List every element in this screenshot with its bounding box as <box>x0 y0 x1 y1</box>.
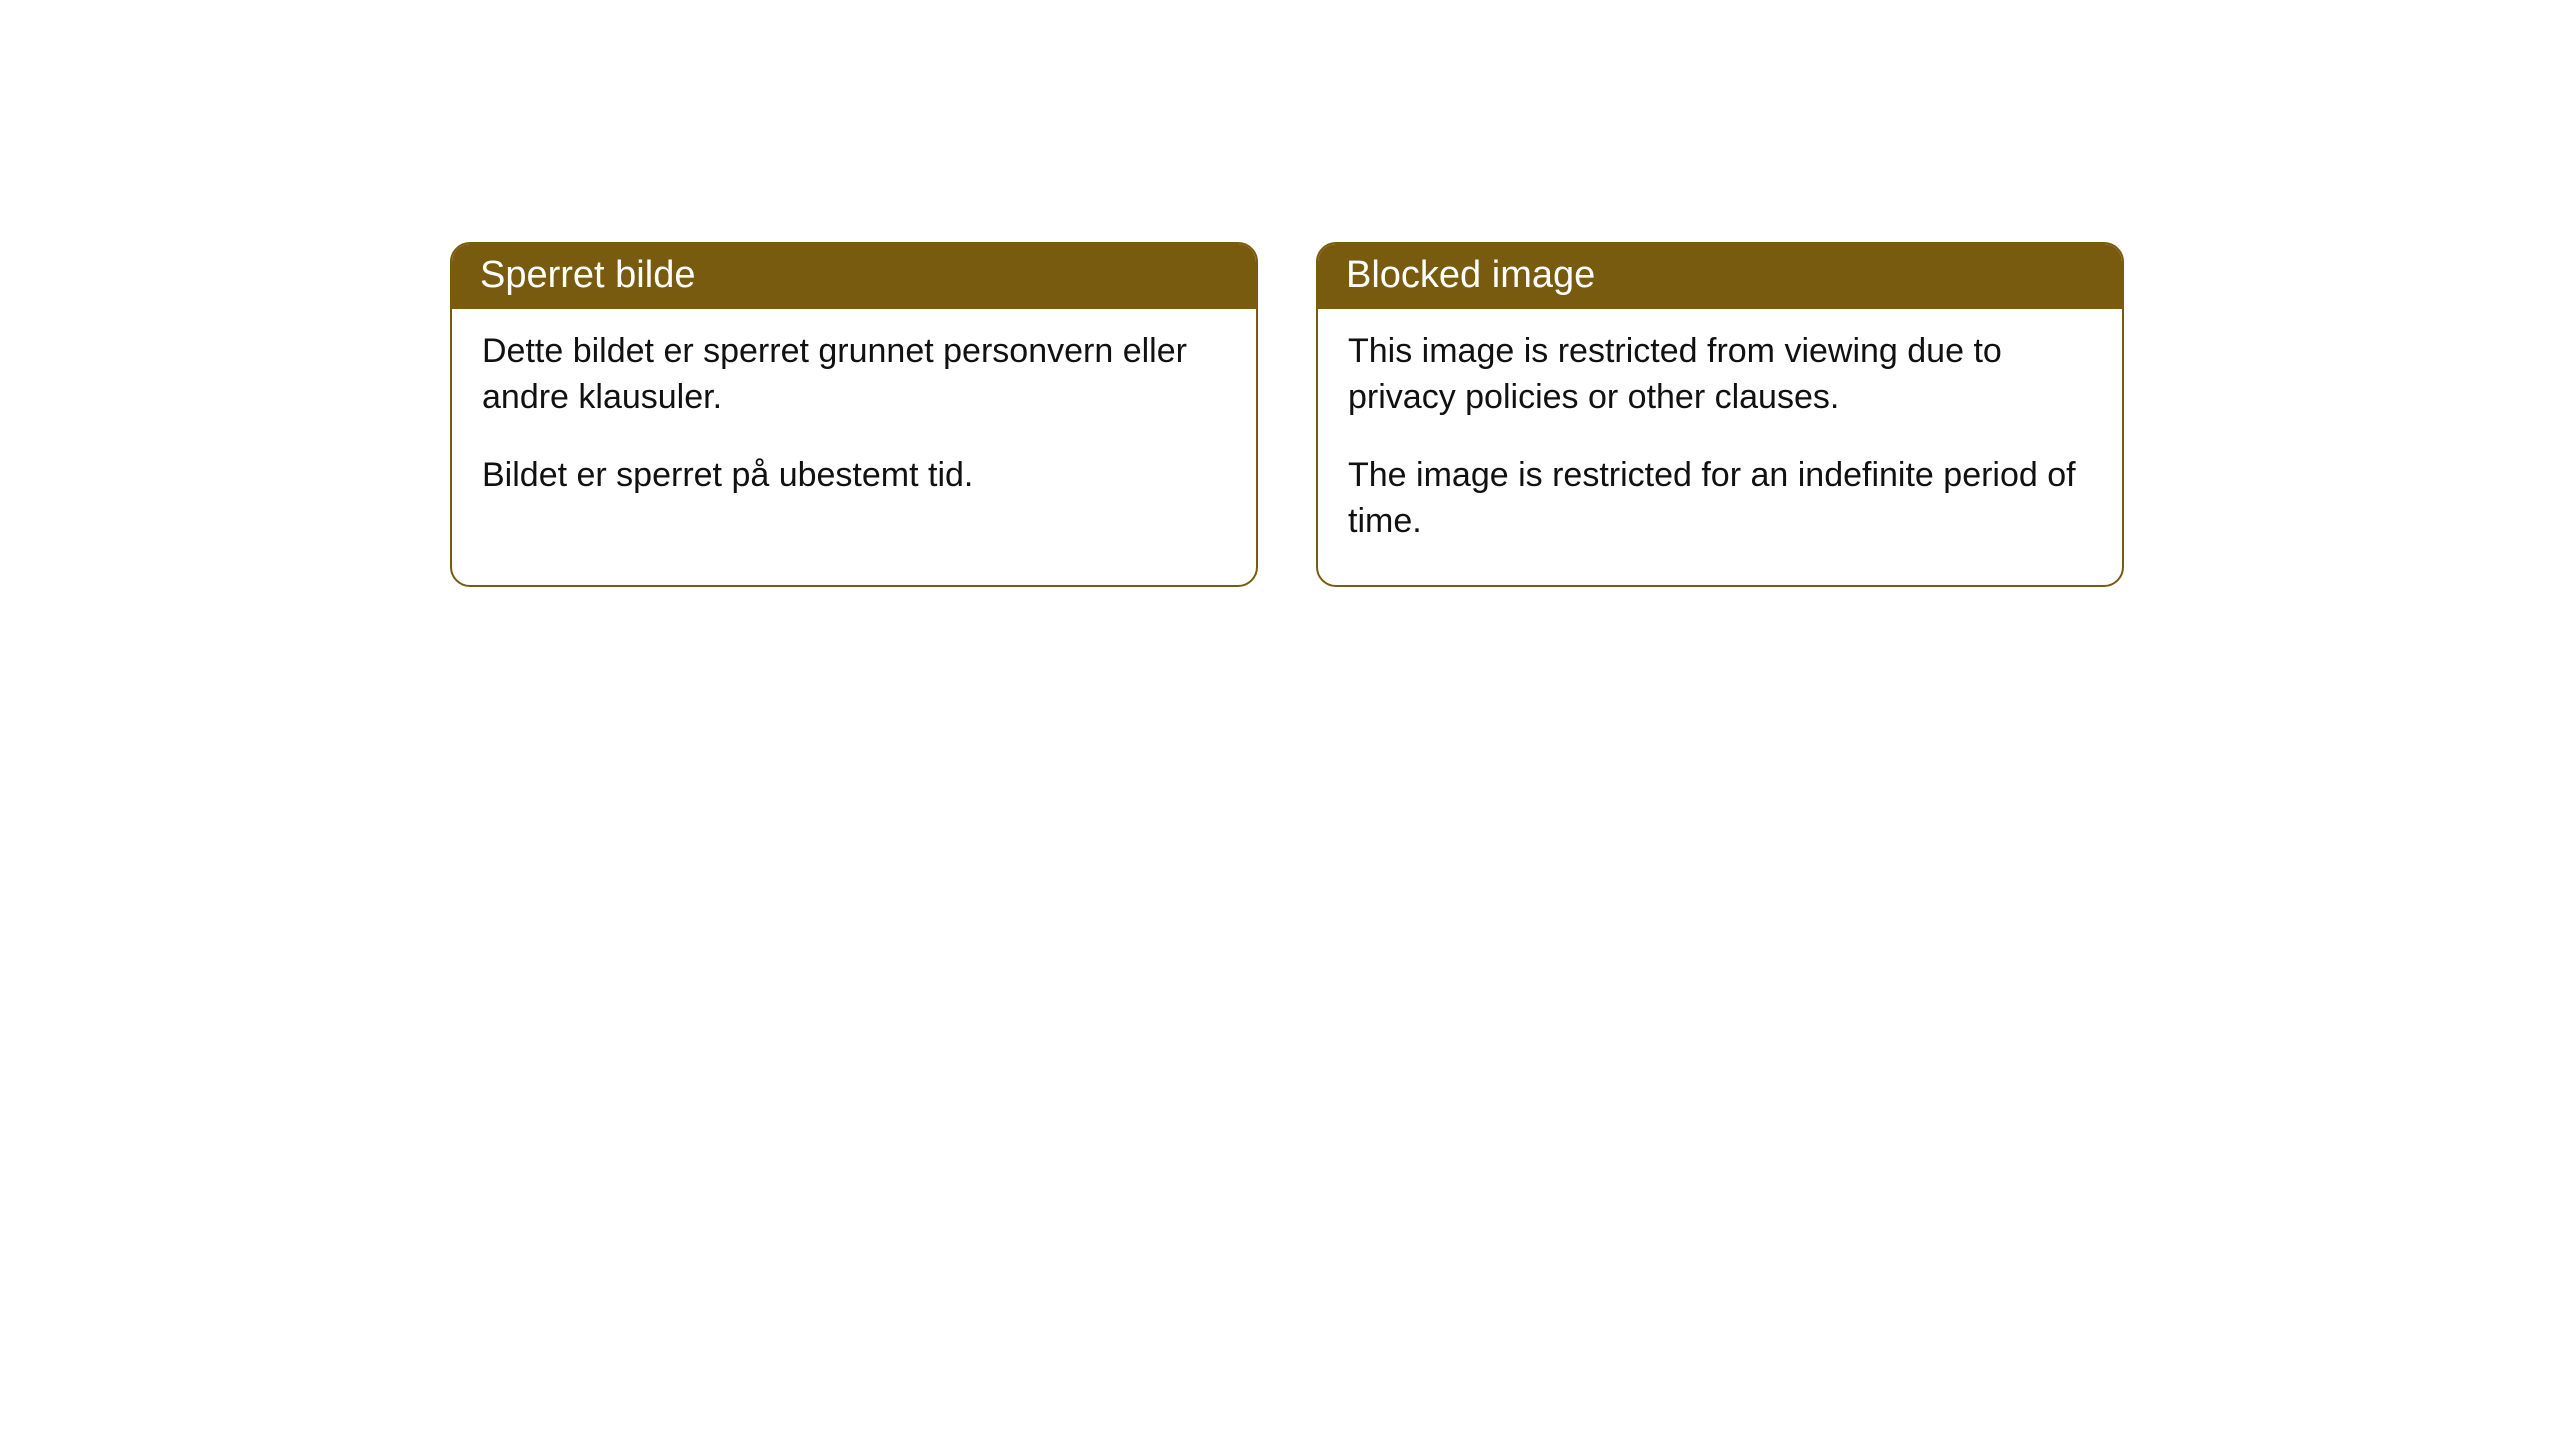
card-paragraph-2: Bildet er sperret på ubestemt tid. <box>482 453 1226 499</box>
card-paragraph-1: Dette bildet er sperret grunnet personve… <box>482 329 1226 421</box>
card-norwegian: Sperret bilde Dette bildet er sperret gr… <box>450 242 1258 587</box>
card-body-norwegian: Dette bildet er sperret grunnet personve… <box>452 309 1256 539</box>
card-body-english: This image is restricted from viewing du… <box>1318 309 2122 585</box>
card-paragraph-1: This image is restricted from viewing du… <box>1348 329 2092 421</box>
card-paragraph-2: The image is restricted for an indefinit… <box>1348 453 2092 545</box>
card-header-norwegian: Sperret bilde <box>452 244 1256 309</box>
card-header-english: Blocked image <box>1318 244 2122 309</box>
cards-container: Sperret bilde Dette bildet er sperret gr… <box>450 242 2124 587</box>
card-english: Blocked image This image is restricted f… <box>1316 242 2124 587</box>
